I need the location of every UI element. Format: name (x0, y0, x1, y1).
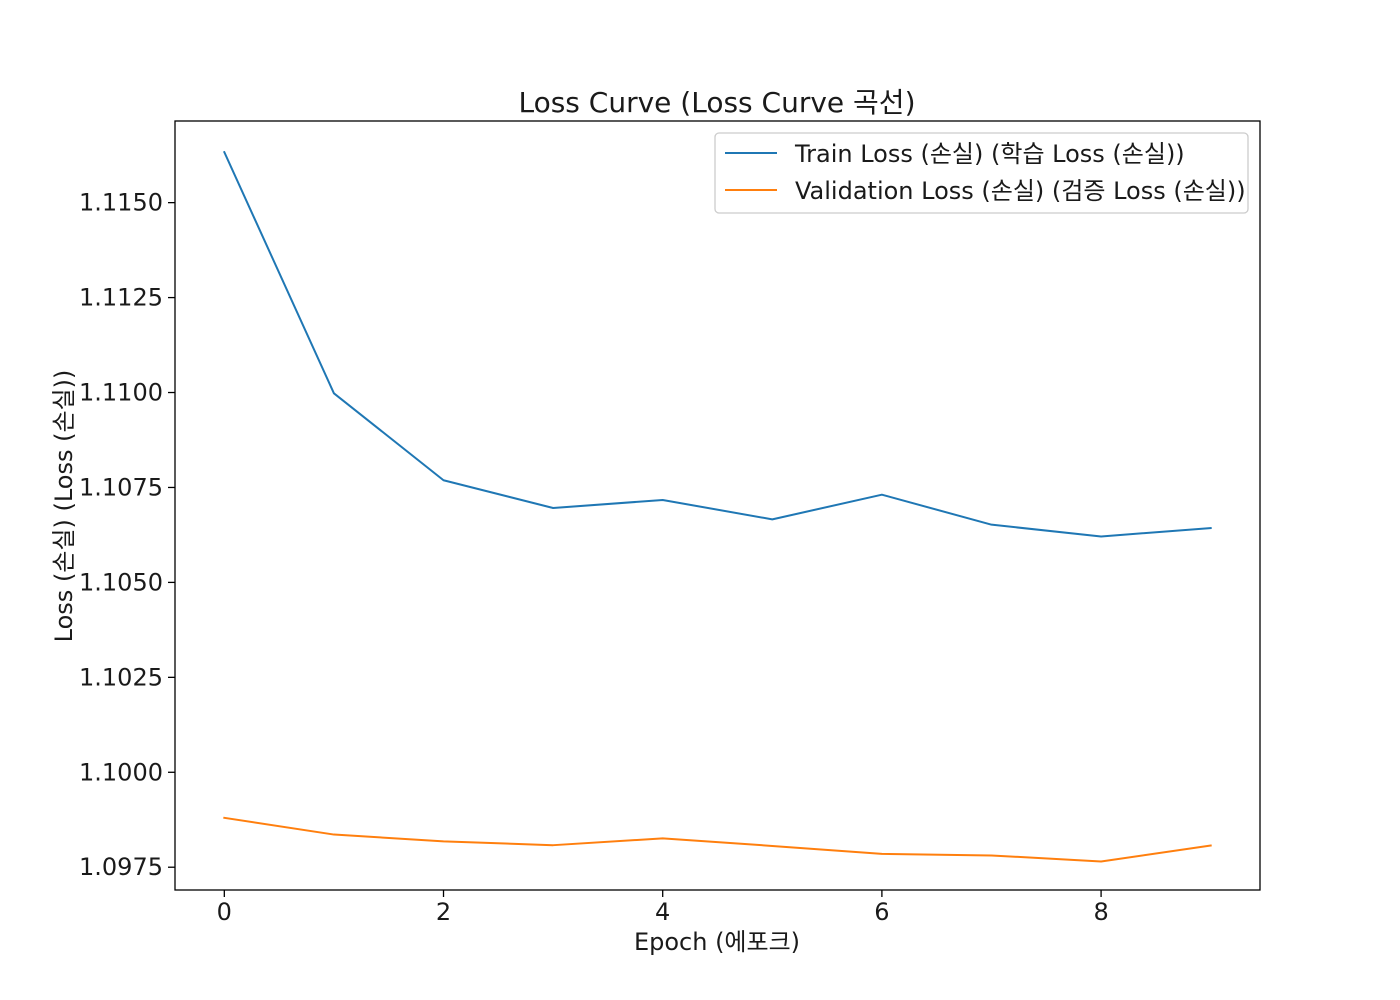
chart-title: Loss Curve (Loss Curve 곡선) (518, 86, 915, 119)
x-tick-label: 0 (217, 898, 232, 926)
y-tick-label: 1.1050 (79, 568, 163, 596)
axes-frame (174, 120, 1261, 891)
x-tick-label: 6 (874, 898, 889, 926)
y-tick-label: 1.1100 (79, 379, 163, 407)
y-tick-label: 1.1150 (79, 189, 163, 217)
legend-label-train: Train Loss (손실) (학습 Loss (손실)) (794, 140, 1185, 168)
legend: Train Loss (손실) (학습 Loss (손실)) Validatio… (714, 132, 1249, 214)
y-tick-label: 1.0975 (79, 853, 163, 881)
x-tick-label: 8 (1093, 898, 1108, 926)
x-tick-label: 2 (436, 898, 451, 926)
x-tick-label: 4 (655, 898, 670, 926)
x-axis-label: Epoch (에포크) (634, 928, 800, 956)
plot-area (174, 120, 1261, 891)
series-line-validation-loss (223, 816, 1212, 863)
series-line-train-loss (222, 150, 1212, 538)
x-axis: 0 2 4 6 8 (217, 890, 1109, 926)
legend-frame (714, 132, 1249, 214)
y-tick-label: 1.1075 (79, 473, 163, 501)
series-layer (222, 150, 1212, 863)
y-tick-label: 1.1000 (79, 758, 163, 786)
y-tick-label: 1.1025 (79, 663, 163, 691)
y-axis: 1.0975 1.1000 1.1025 1.1050 1.1075 1.1100 1.11… (79, 189, 175, 881)
legend-label-validation: Validation Loss (손실) (검증 Loss (손실)) (795, 177, 1246, 205)
y-axis-label: Loss (손실) (Loss (손실)) (50, 370, 78, 643)
y-tick-label: 1.1125 (79, 284, 163, 312)
